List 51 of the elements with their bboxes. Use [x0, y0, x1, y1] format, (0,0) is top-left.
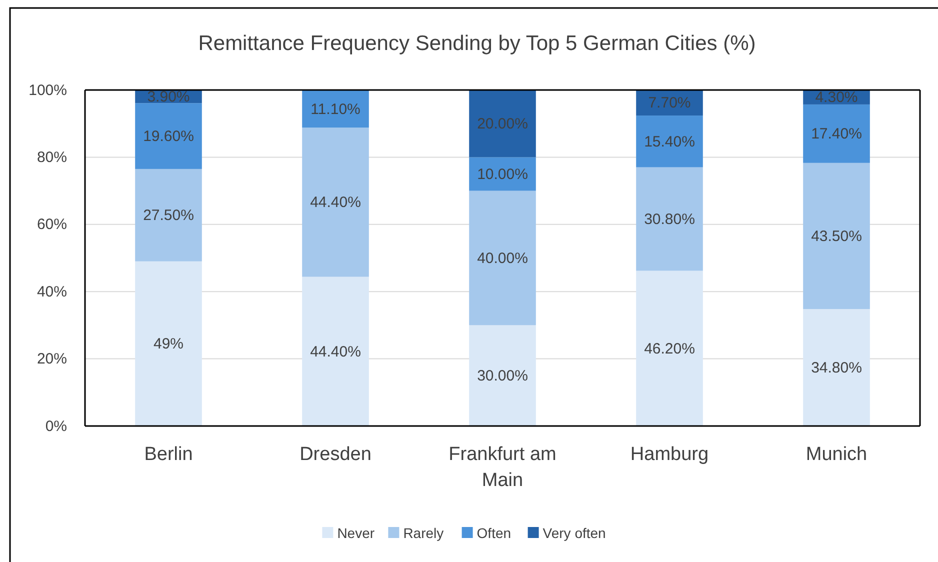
y-tick-label: 40%: [36, 283, 67, 300]
data-label: 30.00%: [477, 368, 528, 385]
data-label: 4.30%: [815, 89, 858, 106]
legend-label: Rarely: [403, 525, 444, 541]
bar: [135, 261, 202, 426]
data-label: 46.20%: [644, 340, 695, 358]
data-label: 44.40%: [310, 343, 361, 360]
y-tick-label: 80%: [36, 149, 67, 166]
data-label: 34.80%: [811, 360, 862, 377]
bar: [302, 276, 369, 426]
bar: [803, 162, 870, 310]
data-label: 17.40%: [811, 126, 862, 143]
bar: [636, 270, 703, 426]
chart-title: Remittance Frequency Sending by Top 5 German Cities (%): [198, 32, 756, 55]
bar: [469, 90, 536, 158]
data-label: 20.00%: [477, 116, 528, 133]
data-label: 3.90%: [147, 88, 190, 106]
x-tick-label: Munich: [806, 444, 868, 465]
x-tick-label: Berlin: [144, 444, 193, 465]
legend-label: Often: [476, 525, 512, 541]
bar: [302, 128, 369, 277]
bar: [636, 116, 703, 168]
bar: [469, 190, 536, 326]
data-label: 27.50%: [143, 207, 194, 224]
data-label: 19.60%: [143, 128, 194, 146]
data-label: 30.80%: [644, 211, 695, 228]
bar: [803, 104, 870, 163]
data-label: 40.00%: [477, 250, 528, 267]
bar: [469, 325, 536, 426]
data-label: 44.40%: [310, 194, 361, 212]
y-tick-label: 100%: [28, 82, 67, 99]
bar: [636, 167, 703, 271]
bar: [135, 103, 202, 169]
bar: [135, 168, 202, 262]
y-tick-label: 60%: [36, 216, 67, 234]
data-label: 11.10%: [310, 100, 360, 118]
bar: [302, 90, 369, 128]
legend-label: Never: [337, 525, 375, 541]
data-label: 43.50%: [811, 228, 862, 245]
bar: [469, 157, 536, 191]
data-label: 10.00%: [477, 166, 528, 183]
y-tick-label: 0%: [45, 418, 67, 435]
x-tick-label: Hamburg: [630, 444, 709, 465]
data-label: 49%: [153, 336, 184, 353]
x-tick-label: Frankfurt am Main: [448, 444, 556, 491]
legend-label: Very often: [542, 525, 606, 541]
data-label: 7.70%: [648, 94, 691, 112]
bar: [803, 309, 870, 426]
data-label: 15.40%: [644, 133, 695, 150]
y-tick-label: 20%: [36, 350, 67, 368]
x-tick-label: Dresden: [300, 444, 372, 465]
